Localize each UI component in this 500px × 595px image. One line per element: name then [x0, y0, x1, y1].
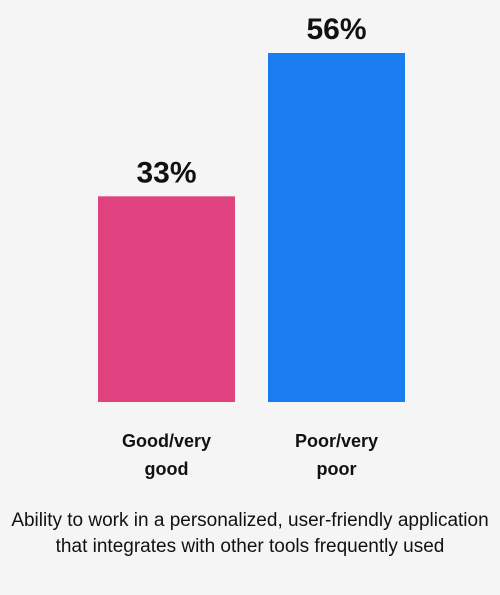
value-label: 33%: [136, 156, 196, 189]
bar-good-very-good: [98, 196, 235, 402]
category-label-line: Good/very: [122, 431, 211, 451]
chart-caption: Ability to work in a personalized, user-…: [11, 510, 489, 557]
category-label-line: Poor/very: [295, 431, 378, 451]
category-label: Poor/very poor: [295, 431, 378, 479]
value-label: 56%: [306, 13, 366, 46]
category-label-line: poor: [317, 459, 357, 479]
bar-poor-very-poor: [268, 53, 405, 402]
category-label: Good/very good: [122, 431, 211, 479]
category-label-line: good: [145, 459, 189, 479]
